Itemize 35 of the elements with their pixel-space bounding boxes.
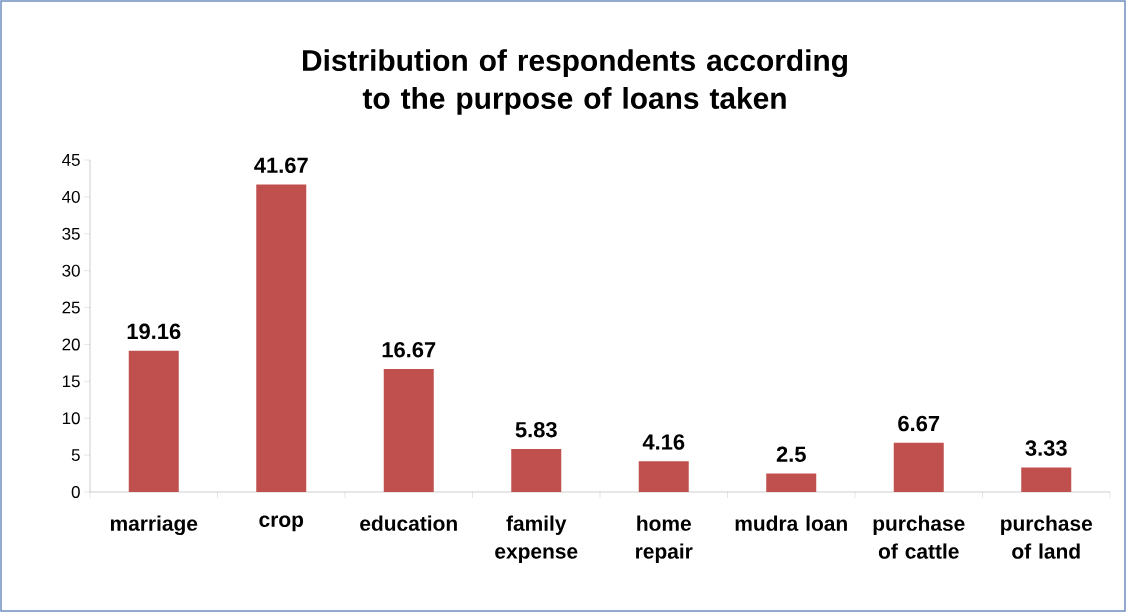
bar (893, 442, 944, 492)
data-label: 16.67 (382, 341, 436, 358)
data-label: 41.67 (254, 157, 308, 174)
y-tick-label: 35 (62, 227, 80, 240)
x-tick-label: marriage (110, 515, 198, 536)
data-label: 19.16 (127, 323, 181, 340)
x-tick-label: purchase of land (1001, 515, 1093, 559)
y-tick-label: 20 (62, 338, 80, 351)
y-tick-label: 45 (62, 154, 80, 166)
chart-title: Distribution of respondents according to the purpose of loans taken (303, 49, 847, 115)
data-label: 4.16 (642, 434, 685, 450)
bar (383, 369, 434, 492)
data-label: 3.33 (1025, 440, 1067, 456)
x-tick-label: education (360, 515, 457, 531)
y-tick-label: 25 (62, 301, 80, 314)
x-tick-label: family expense (495, 515, 578, 563)
x-tick-label: crop (259, 515, 304, 532)
bar (256, 184, 307, 492)
y-tick-label: 30 (62, 264, 80, 277)
bar (128, 350, 179, 492)
bar (638, 461, 689, 492)
y-tick-label: 10 (62, 412, 80, 425)
y-tick-label: 15 (62, 375, 80, 388)
data-label: 2.5 (776, 446, 806, 463)
data-label: 6.67 (898, 415, 940, 432)
data-label: 5.83 (515, 421, 557, 438)
y-tick-label: 5 (71, 449, 80, 462)
x-tick-label: mudra loan (735, 515, 847, 531)
y-tick-label: 0 (71, 485, 80, 498)
x-tick-label: purchase of cattle (873, 515, 965, 559)
x-tick-label: home repair (636, 515, 693, 563)
bar (1021, 467, 1072, 492)
bar (511, 448, 562, 492)
bar (766, 473, 817, 492)
y-tick-label: 40 (62, 190, 80, 203)
